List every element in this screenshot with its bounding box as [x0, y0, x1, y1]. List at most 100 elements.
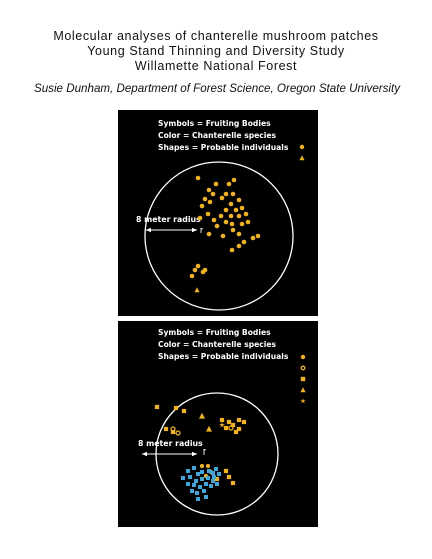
fruiting-body-square: [186, 469, 190, 473]
legend-symbols-line: Symbols = Fruiting Bodies: [158, 328, 271, 337]
fruiting-body-square: [170, 429, 176, 435]
fruiting-body-circle: [228, 201, 234, 207]
fruiting-body-square: [223, 425, 229, 431]
radius-arrowhead-left: [146, 227, 151, 233]
fruiting-body-circle: [207, 199, 213, 205]
fruiting-body-circle: [243, 211, 249, 217]
fruiting-body-circle: [206, 231, 212, 237]
fruiting-body-square: [200, 477, 204, 481]
author-line: Susie Dunham, Department of Forest Scien…: [34, 82, 401, 95]
fruiting-body-square: [233, 429, 239, 435]
legend-symbols-line: Symbols = Fruiting Bodies: [158, 119, 271, 128]
fruiting-body-circle: [228, 213, 234, 219]
fruiting-body-circle: [197, 215, 203, 221]
fruiting-body-circle: [206, 187, 212, 193]
fruiting-body-circle: [195, 263, 201, 269]
fruiting-body-circle: [199, 463, 205, 469]
fruiting-body-circle: [210, 191, 216, 197]
fruiting-body-square: [217, 472, 221, 476]
fruiting-body-circle: [189, 273, 195, 279]
fruiting-body-circle: [226, 181, 232, 187]
fruiting-body-square: [186, 482, 190, 486]
title-line-1: Molecular analyses of chanterelle mushro…: [53, 29, 379, 43]
fruiting-body-circle: [219, 195, 225, 201]
fruiting-body-circle: [231, 177, 237, 183]
legend-triangle-icon: [299, 155, 305, 161]
fruiting-body-circle: [230, 227, 236, 233]
fruiting-body-ring: [228, 425, 234, 431]
fruiting-body-circle: [229, 221, 235, 227]
fruiting-body-square: [200, 470, 204, 474]
legend-star-icon: [300, 398, 306, 404]
fruiting-body-square: [204, 495, 208, 499]
legend-color-line: Color = Chanterelle species: [158, 131, 277, 140]
legend-triangle-icon: [300, 387, 306, 393]
fruiting-body-square: [219, 417, 225, 423]
legend-shapes-line: Shapes = Probable individuals: [158, 143, 289, 152]
fruiting-body-circle: [236, 213, 242, 219]
fruiting-body-circle: [199, 203, 205, 209]
fruiting-body-square: [173, 405, 179, 411]
fruiting-body-circle: [241, 239, 247, 245]
fruiting-body-square: [181, 476, 185, 480]
fruiting-body-square: [192, 466, 196, 470]
fruiting-body-square: [241, 419, 247, 425]
fruiting-body-square: [196, 472, 200, 476]
fruiting-body-ring: [170, 426, 176, 432]
patch-map-panel-2: Symbols = Fruiting Bodies Color = Chante…: [118, 321, 318, 527]
fruiting-body-square: [196, 497, 200, 501]
radius-arrowhead-left: [142, 451, 147, 457]
fruiting-bodies: [189, 175, 261, 293]
fruiting-body-square: [202, 489, 206, 493]
fruiting-body-circle: [255, 233, 261, 239]
legend-color-line: Color = Chanterelle species: [158, 340, 277, 349]
fruiting-body-circle: [213, 181, 219, 187]
fruiting-body-circle: [214, 223, 220, 229]
fruiting-body-circle: [223, 207, 229, 213]
radius-label: 8 meter radius: [138, 439, 203, 448]
fruiting-body-star: [219, 422, 225, 428]
fruiting-body-square: [209, 484, 213, 488]
radius-arrowhead-right: [192, 451, 197, 457]
fruiting-body-circle: [236, 197, 242, 203]
fruiting-body-circle: [236, 231, 242, 237]
fruiting-body-triangle: [206, 425, 212, 432]
fruiting-body-circle: [239, 221, 245, 227]
fruiting-body-square: [207, 469, 211, 473]
fruiting-body-square: [212, 475, 216, 479]
fruiting-body-circle: [205, 211, 211, 217]
title-line-3: Willamette National Forest: [134, 59, 298, 73]
fruiting-body-square: [214, 476, 220, 482]
fruiting-body-square: [194, 479, 198, 483]
fruiting-body-circle: [211, 217, 217, 223]
legend-ring-icon: [300, 365, 306, 371]
fruiting-body-circle: [202, 267, 208, 273]
fruiting-body-square: [181, 408, 187, 414]
fruiting-body-square: [226, 474, 232, 480]
fruiting-body-circle: [245, 219, 251, 225]
fruiting-bodies: [154, 404, 247, 501]
fruiting-body-square: [211, 479, 215, 483]
fruiting-body-square: [195, 491, 199, 495]
fruiting-body-square: [211, 471, 215, 475]
fruiting-body-square: [236, 426, 242, 432]
radius-arrowhead-right: [192, 227, 197, 233]
patch-map-1: Symbols = Fruiting Bodies Color = Chante…: [136, 119, 305, 311]
legend-circle-icon: [300, 354, 306, 360]
patch-map-panel-1: Symbols = Fruiting Bodies Color = Chante…: [118, 110, 318, 316]
fruiting-body-square: [190, 489, 194, 493]
fruiting-body-square: [188, 475, 192, 479]
fruiting-body-square: [214, 467, 218, 471]
center-flag: [204, 449, 207, 451]
fruiting-body-triangle: [194, 287, 200, 293]
fruiting-body-square: [230, 480, 236, 486]
center-flag: [201, 228, 204, 230]
plot-circle: [144, 161, 294, 311]
fruiting-body-circle: [229, 247, 235, 253]
fruiting-body-triangle: [199, 412, 205, 419]
fruiting-body-circle: [220, 233, 226, 239]
fruiting-body-circle: [233, 207, 239, 213]
fruiting-body-square: [226, 419, 232, 425]
fruiting-body-square: [215, 482, 219, 486]
patch-map-2: Symbols = Fruiting Bodies Color = Chante…: [138, 328, 306, 516]
